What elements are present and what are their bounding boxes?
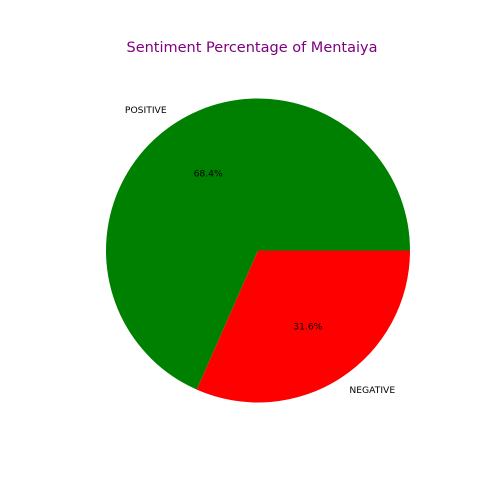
pie-slice-negative	[196, 250, 410, 403]
slice-label-positive: POSITIVE	[125, 105, 167, 116]
pct-label-positive: 68.4%	[194, 169, 223, 180]
pct-label-negative: 31.6%	[293, 321, 322, 332]
pie-slice-positive	[106, 98, 410, 390]
chart-title: Sentiment Percentage of Mentaiya	[126, 40, 378, 56]
slice-label-negative: NEGATIVE	[349, 385, 395, 396]
